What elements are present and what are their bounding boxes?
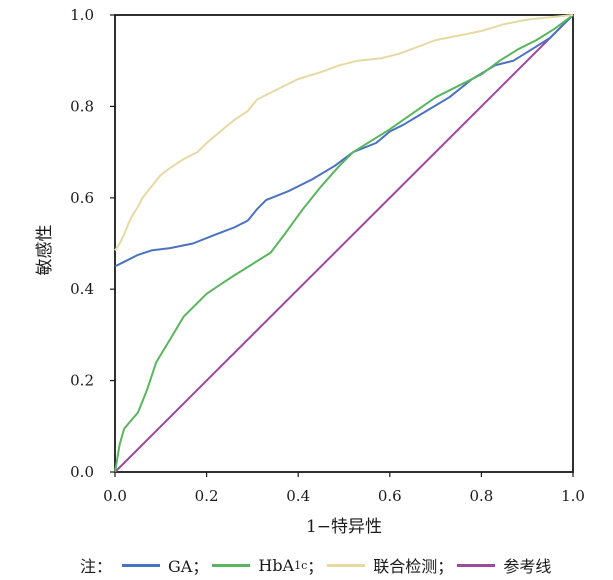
- x-tick-label: 0.4: [286, 487, 310, 505]
- legend-item-ga: GA；: [122, 553, 208, 577]
- legend-swatch-reference: [457, 563, 496, 567]
- x-tick-label: 1.0: [561, 487, 585, 505]
- legend-label-ga: GA；: [168, 557, 209, 576]
- legend-label-reference: 参考线: [503, 557, 552, 576]
- x-axis-label: 1−特异性: [306, 517, 382, 537]
- y-axis-label: 敏感性: [35, 225, 55, 276]
- x-axis-ticks: 0.0 0.2 0.4 0.6 0.8 1.0: [103, 472, 585, 505]
- y-tick-label: 0.4: [70, 280, 94, 298]
- legend-label-hba1c-sub: 1c: [294, 558, 308, 572]
- legend-label-combined: 联合检测；: [373, 557, 454, 576]
- y-tick-label: 1.0: [70, 6, 94, 24]
- y-tick-label: 0.6: [70, 189, 94, 207]
- legend-item-combined: 联合检测；: [327, 553, 453, 577]
- x-tick-label: 0.0: [103, 487, 127, 505]
- plot-frame: [114, 14, 574, 473]
- legend-swatch-ga: [122, 563, 161, 567]
- legend-lead: 注：: [80, 557, 113, 576]
- series-line-2: [114, 14, 574, 251]
- series-line-3: [114, 14, 574, 473]
- legend-swatch-combined: [327, 563, 366, 567]
- legend-label-hba1c-suffix: ；: [307, 557, 324, 576]
- legend: 注： GA； HbA 1c； 联合检测； 参考线: [80, 553, 555, 577]
- legend-label-hba1c: HbA: [258, 555, 295, 575]
- y-tick-label: 0.8: [70, 97, 94, 115]
- series-line-1: [114, 14, 574, 473]
- y-axis-ticks: 0.0 0.2 0.4 0.6 0.8 1.0: [70, 6, 115, 481]
- y-tick-label: 0.0: [70, 463, 94, 481]
- roc-chart: 0.0 0.2 0.4 0.6 0.8 1.0 0.0 0.2 0.4 0.6 0.8 1.0 1−…: [35, 6, 585, 537]
- y-tick-label: 0.2: [70, 372, 94, 390]
- series-layer: [114, 14, 574, 473]
- x-tick-label: 0.8: [469, 487, 493, 505]
- series-line-0: [114, 14, 574, 268]
- legend-item-reference: 参考线: [457, 553, 551, 577]
- legend-swatch-hba1c: [212, 563, 251, 567]
- x-tick-label: 0.6: [378, 487, 402, 505]
- legend-item-hba1c: HbA 1c；: [212, 553, 323, 577]
- x-tick-label: 0.2: [195, 487, 219, 505]
